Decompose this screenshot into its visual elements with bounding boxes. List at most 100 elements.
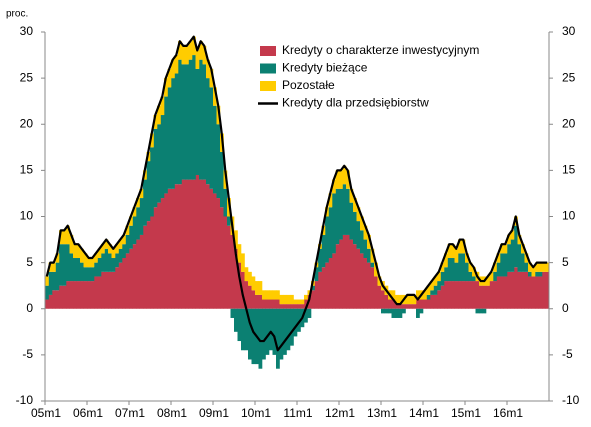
bar xyxy=(517,271,522,309)
bar xyxy=(230,308,235,318)
bar xyxy=(398,294,403,305)
bar xyxy=(227,216,231,226)
bar xyxy=(514,267,518,309)
bar xyxy=(283,294,287,305)
bar xyxy=(349,202,354,240)
bar xyxy=(241,308,245,351)
bar xyxy=(122,244,126,259)
x-tick-label: 12m1 xyxy=(325,406,355,420)
bar xyxy=(227,225,231,309)
bar xyxy=(339,188,343,240)
bar xyxy=(454,262,459,282)
bar xyxy=(269,299,273,309)
bar xyxy=(353,198,357,212)
y2-tick-label: -5 xyxy=(562,347,573,361)
bar xyxy=(461,253,466,282)
bar xyxy=(52,290,56,309)
bar xyxy=(356,221,361,249)
bar xyxy=(286,294,291,305)
bar xyxy=(535,276,539,309)
bar xyxy=(90,258,95,268)
bar xyxy=(269,308,273,351)
bar xyxy=(199,41,203,60)
bar xyxy=(118,248,123,263)
bar xyxy=(244,308,249,351)
bar xyxy=(297,299,301,305)
bar xyxy=(279,294,284,305)
bar xyxy=(150,216,154,309)
bar xyxy=(507,271,511,309)
bar xyxy=(472,276,476,282)
bar xyxy=(451,281,455,309)
bar xyxy=(125,253,130,309)
bar xyxy=(370,262,375,268)
bar xyxy=(363,258,368,309)
bar xyxy=(538,276,543,309)
bar xyxy=(524,271,529,309)
bar xyxy=(248,308,252,360)
bar xyxy=(118,239,123,249)
bar xyxy=(451,244,455,259)
bar xyxy=(444,267,448,282)
x-tick-label: 13m1 xyxy=(367,406,397,420)
bar xyxy=(503,253,508,277)
bar xyxy=(192,55,196,180)
y2-tick-label: 20 xyxy=(562,116,576,130)
bar xyxy=(423,290,427,300)
y-tick-label: -5 xyxy=(22,347,33,361)
bar xyxy=(444,281,448,309)
bar xyxy=(59,230,63,245)
bar xyxy=(461,281,466,309)
bar xyxy=(258,308,263,369)
x-tick-label: 09m1 xyxy=(199,406,229,420)
bar xyxy=(335,188,340,245)
y-tick-label: 25 xyxy=(20,70,34,84)
legend-label: Kredyty bieżące xyxy=(282,61,368,75)
bar xyxy=(318,271,322,309)
bar xyxy=(80,248,84,263)
y2-tick-label: 5 xyxy=(562,255,569,269)
bar xyxy=(510,230,515,240)
bar xyxy=(167,87,172,189)
bar xyxy=(90,281,95,309)
bar xyxy=(202,45,207,65)
bar xyxy=(493,281,497,309)
bar xyxy=(104,248,109,272)
bar xyxy=(167,188,172,309)
bar xyxy=(507,244,511,272)
bar xyxy=(465,253,469,263)
bar xyxy=(276,308,280,369)
bar xyxy=(146,161,151,222)
bar xyxy=(356,248,361,309)
bar xyxy=(339,239,343,309)
bar xyxy=(367,234,371,249)
bar xyxy=(374,276,378,309)
bar xyxy=(528,276,532,309)
bar xyxy=(125,225,130,235)
bar xyxy=(458,281,462,309)
bar xyxy=(188,59,193,180)
bar xyxy=(500,244,504,254)
bar xyxy=(59,244,63,286)
bar xyxy=(76,258,81,282)
bar xyxy=(342,184,347,235)
bar xyxy=(342,234,347,309)
bar xyxy=(360,230,364,254)
bar xyxy=(244,281,249,309)
bar xyxy=(258,294,263,309)
bar xyxy=(251,290,256,309)
bar xyxy=(160,198,165,309)
bar xyxy=(276,299,280,309)
bar xyxy=(192,179,196,309)
bar xyxy=(304,294,308,300)
bar xyxy=(265,290,270,300)
bar xyxy=(136,207,140,240)
bar xyxy=(48,271,53,295)
bar xyxy=(206,184,210,309)
bar xyxy=(122,258,126,309)
bar xyxy=(45,285,49,300)
bar xyxy=(290,294,294,305)
bar xyxy=(517,244,522,272)
bar xyxy=(80,281,84,309)
